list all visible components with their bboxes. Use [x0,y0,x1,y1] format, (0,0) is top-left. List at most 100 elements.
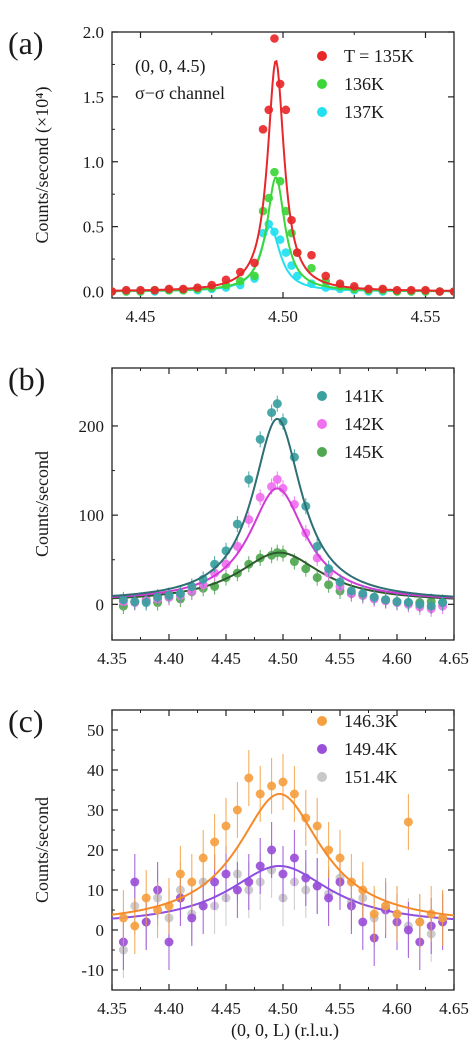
series-2 [112,167,454,296]
data-point [187,877,197,887]
fit-curve [112,59,454,292]
y-tick-label: 40 [87,761,104,780]
plot-area [112,750,454,978]
series-3 [112,544,454,615]
data-point [369,592,379,602]
data-point [301,813,311,823]
data-point [153,592,163,602]
data-point [403,817,413,827]
data-point [272,474,282,484]
data-point [130,597,140,607]
data-point [255,492,265,502]
x-tick-label: 4.65 [439,999,469,1018]
fit-curve [112,487,454,599]
x-tick-label: 4.50 [268,649,298,668]
data-point [118,913,128,923]
data-point [130,877,140,887]
data-point [278,777,288,787]
fit-curve [112,417,454,598]
data-point [187,581,197,591]
data-point [392,909,402,919]
data-point [324,580,334,590]
chart-panel-1: (a) 4.45 4.50 4.55 0.0 0.5 1.0 1.5 2.0 Counts/sec… [8,23,455,326]
data-point [312,541,322,551]
x-tick-label: 4.45 [126,307,156,326]
data-point [335,577,345,587]
data-point [250,258,259,268]
data-point [349,282,359,291]
x-tick-label: 4.60 [382,649,412,668]
data-point [289,789,299,799]
legend-label: 151.4K [344,767,398,787]
data-point [289,557,299,567]
data-point [141,893,151,903]
y-tick-label: 50 [87,721,104,740]
series-1 [112,34,454,296]
legend-marker [317,447,327,457]
y-tick-label: 0.0 [83,283,104,302]
fit-curve [112,793,454,917]
data-point [307,263,316,273]
annotation-text: σ−σ channel [135,83,225,103]
x-tick-label: 4.40 [154,999,184,1018]
data-point [335,853,345,863]
y-axis-title: Counts/second (×10⁴) [32,87,53,244]
legend: 146.3K 149.4K 151.4K [317,711,398,787]
y-tick-label: 0 [96,595,105,614]
data-point [221,869,231,879]
data-point [289,853,299,863]
legend-marker [317,744,327,754]
data-point [403,925,413,935]
data-point [369,909,379,919]
legend-marker [317,419,327,429]
data-point [275,235,285,244]
data-point [301,564,311,574]
x-tick-label: 4.55 [325,649,355,668]
data-point [358,589,368,599]
data-point [438,913,448,923]
data-point [415,599,425,609]
data-point [250,271,259,281]
x-tick-label: 4.45 [211,999,241,1018]
data-point [312,821,322,831]
data-point [198,901,208,911]
series-1 [112,395,454,615]
panel-letter: (c) [8,703,44,739]
data-point [267,781,277,791]
data-point [324,893,334,903]
legend-label: 137K [344,102,384,122]
data-point [321,271,331,281]
y-axis-title: Counts/second [32,797,52,903]
y-tick-label: 0.5 [83,218,104,237]
x-tick-label: 4.55 [411,307,441,326]
data-point [272,399,282,409]
data-point [210,877,220,887]
legend-marker [317,716,327,726]
series-1 [112,750,454,954]
x-tick-label: 4.45 [211,649,241,668]
legend-marker [317,391,327,401]
data-point [141,598,151,608]
data-point [278,869,288,879]
x-tick-label: 4.50 [268,307,298,326]
data-point [278,417,288,427]
data-point [312,573,322,583]
shared-x-axis-title: (0, 0, L) (r.l.u.) [231,1020,339,1041]
y-axis-title: Counts/second [32,451,52,557]
x-tick-label: 4.40 [154,649,184,668]
data-point [255,789,265,799]
data-point [381,901,391,911]
legend: 141K 142K 145K [317,386,384,462]
data-point [232,885,242,895]
legend-label: T = 135K [344,46,414,66]
data-point [415,917,425,927]
chart-panel-3: (c) 4.35 4.40 4.45 4.50 4.55 4.60 4.65 -10 0 10 20 3… [8,703,469,1018]
data-point [346,586,356,596]
data-point [221,821,231,831]
x-tick-label: 4.65 [439,649,469,668]
data-point [235,267,245,277]
data-point [358,917,368,927]
y-tick-label: 10 [87,881,104,900]
data-point [210,837,220,847]
